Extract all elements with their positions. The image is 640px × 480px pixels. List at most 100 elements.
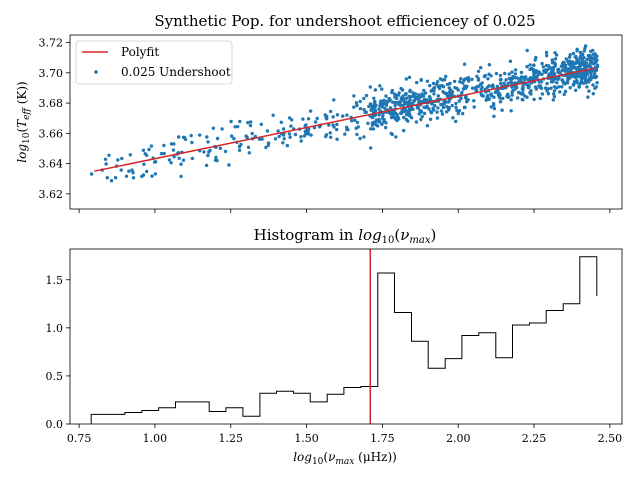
scatter-point	[127, 169, 131, 173]
scatter-point	[511, 75, 515, 79]
scatter-point	[517, 90, 521, 95]
scatter-point	[303, 129, 307, 134]
scatter-point	[523, 77, 527, 82]
scatter-point	[401, 98, 406, 103]
scatter-point	[466, 98, 470, 102]
scatter-point	[290, 118, 294, 122]
scatter-point	[393, 117, 398, 121]
scatter-point	[447, 100, 451, 104]
scatter-point	[358, 99, 362, 104]
scatter-point	[384, 94, 388, 98]
top-y-tick-label: 3.62	[39, 188, 64, 201]
scatter-point	[373, 99, 377, 104]
scatter-point	[372, 107, 376, 111]
scatter-point	[384, 103, 389, 107]
scatter-point	[595, 81, 599, 85]
scatter-point	[190, 156, 195, 161]
scatter-point	[420, 92, 424, 96]
scatter-point	[560, 68, 564, 73]
scatter-point	[309, 133, 313, 137]
scatter-point	[592, 61, 596, 65]
scatter-point	[277, 134, 281, 139]
scatter-point	[472, 99, 476, 103]
scatter-point	[528, 63, 532, 67]
scatter-point	[533, 85, 538, 89]
scatter-point	[403, 92, 407, 97]
bottom-y-tick-label: 0.5	[46, 370, 64, 383]
scatter-point	[324, 134, 328, 139]
scatter-point	[503, 71, 507, 76]
scatter-point	[378, 120, 382, 124]
bottom-x-tick-label: 0.75	[67, 432, 92, 445]
scatter-point	[131, 176, 136, 180]
scatter-point	[508, 59, 513, 63]
scatter-point	[399, 111, 404, 115]
bottom-x-tick-label: 1.50	[294, 432, 319, 445]
scatter-point	[162, 143, 166, 148]
scatter-point	[276, 129, 280, 133]
top-ylabel: log10(Teff (K))	[15, 81, 32, 162]
scatter-point	[233, 125, 237, 129]
scatter-point	[466, 76, 471, 80]
scatter-point	[578, 81, 582, 86]
scatter-point	[474, 88, 479, 92]
scatter-point	[142, 162, 146, 166]
scatter-point	[440, 112, 445, 116]
scatter-point	[513, 72, 518, 76]
scatter-point	[586, 95, 590, 99]
polyfit-line	[94, 67, 595, 172]
scatter-point	[560, 85, 564, 89]
scatter-point	[434, 82, 439, 87]
scatter-point	[529, 89, 533, 93]
scatter-point	[528, 76, 533, 80]
scatter-point	[205, 135, 209, 139]
scatter-point	[572, 80, 577, 84]
scatter-point	[562, 92, 566, 97]
scatter-point	[415, 80, 419, 85]
scatter-point	[404, 113, 409, 117]
scatter-point	[246, 145, 251, 149]
scatter-point	[432, 92, 436, 96]
scatter-point	[392, 92, 397, 96]
scatter-point	[437, 86, 442, 91]
scatter-point	[381, 103, 385, 108]
scatter-point	[353, 118, 357, 123]
scatter-point	[510, 90, 514, 95]
scatter-point	[250, 131, 254, 136]
scatter-point	[288, 135, 292, 139]
scatter-point	[314, 120, 318, 124]
bottom-y-tick-label: 1.0	[46, 322, 64, 335]
scatter-point	[378, 84, 382, 88]
scatter-point	[573, 65, 577, 70]
scatter-point	[368, 85, 372, 89]
scatter-point	[582, 49, 586, 53]
scatter-point	[500, 108, 504, 112]
scatter-point	[535, 76, 539, 80]
scatter-point	[436, 94, 440, 98]
scatter-point	[479, 66, 483, 70]
top-y-tick-label: 3.64	[39, 158, 64, 171]
scatter-point	[335, 137, 339, 141]
scatter-point	[498, 100, 503, 104]
scatter-point	[433, 103, 437, 108]
scatter-point	[554, 86, 558, 90]
scatter-point	[546, 92, 551, 96]
scatter-point	[441, 90, 445, 94]
bottom-x-tick-label: 1.00	[143, 432, 168, 445]
scatter-point	[470, 77, 474, 82]
scatter-point	[352, 94, 356, 98]
scatter-point	[420, 114, 424, 119]
bottom-y-tick-label: 0.0	[46, 418, 64, 431]
scatter-point	[462, 62, 467, 66]
scatter-point	[456, 111, 460, 116]
scatter-point	[461, 111, 465, 116]
scatter-point	[540, 92, 545, 96]
bottom-axes-frame	[69, 248, 623, 425]
scatter-point	[266, 141, 271, 145]
scatter-point	[131, 171, 135, 175]
scatter-point	[591, 92, 595, 96]
scatter-point	[573, 74, 578, 79]
scatter-point	[181, 135, 186, 139]
top-axes-frame	[69, 34, 623, 210]
scatter-point	[259, 122, 263, 127]
